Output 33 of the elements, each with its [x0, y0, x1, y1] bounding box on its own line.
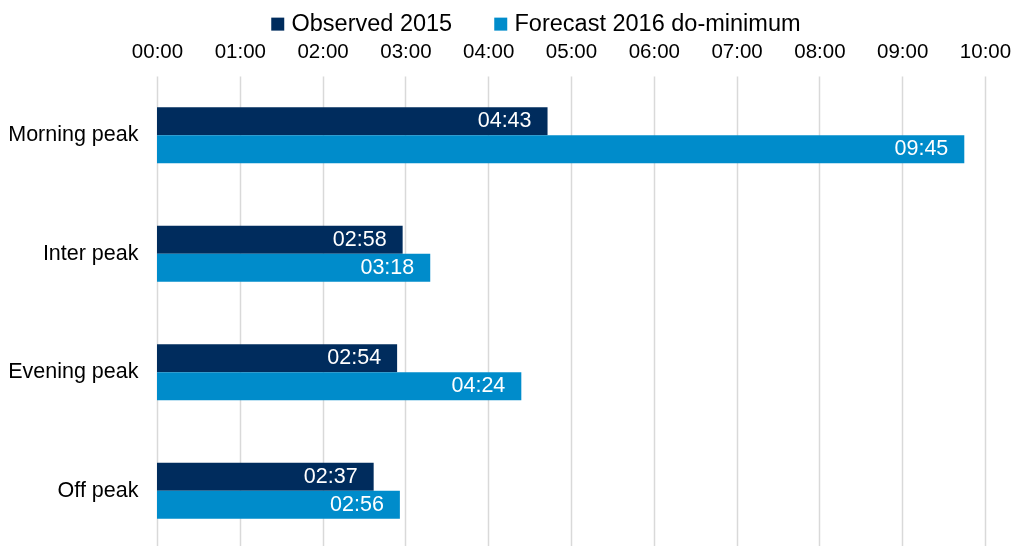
- data-label: 02:56: [330, 491, 384, 516]
- data-label: 03:18: [360, 254, 415, 279]
- x-tick-label: 03:00: [380, 38, 432, 62]
- x-tick-label: 01:00: [214, 38, 266, 62]
- bar: [157, 344, 398, 373]
- x-tick-label: 06:00: [628, 38, 680, 62]
- legend-label: Observed 2015: [291, 10, 453, 37]
- bar: [157, 490, 400, 519]
- y-tick-label: Morning peak: [8, 122, 139, 147]
- y-tick-label: Inter peak: [42, 240, 139, 265]
- data-label: 02:54: [327, 345, 382, 370]
- bar: [157, 107, 548, 136]
- y-tick-label: Off peak: [57, 477, 139, 502]
- y-tick-label: Evening peak: [8, 359, 139, 384]
- x-tick-label: 08:00: [794, 38, 846, 62]
- x-tick-label: 04:00: [463, 38, 515, 62]
- data-label: 09:45: [894, 136, 949, 161]
- x-tick-label: 00:00: [131, 38, 184, 62]
- bar: [157, 462, 374, 491]
- x-tick-label: 10:00: [959, 38, 1012, 62]
- legend-label: Forecast 2016 do-minimum: [514, 10, 801, 37]
- bar: [157, 225, 403, 254]
- bar: [157, 253, 431, 282]
- x-tick-label: 09:00: [877, 38, 929, 62]
- x-tick-label: 05:00: [545, 38, 598, 62]
- data-label: 02:58: [332, 226, 387, 251]
- bar: [157, 135, 965, 164]
- x-tick-label: 07:00: [711, 38, 763, 62]
- data-label: 02:37: [303, 463, 358, 488]
- data-label: 04:24: [451, 373, 506, 398]
- bar: [157, 372, 522, 401]
- x-tick-label: 02:00: [297, 38, 349, 62]
- data-label: 04:43: [477, 108, 532, 133]
